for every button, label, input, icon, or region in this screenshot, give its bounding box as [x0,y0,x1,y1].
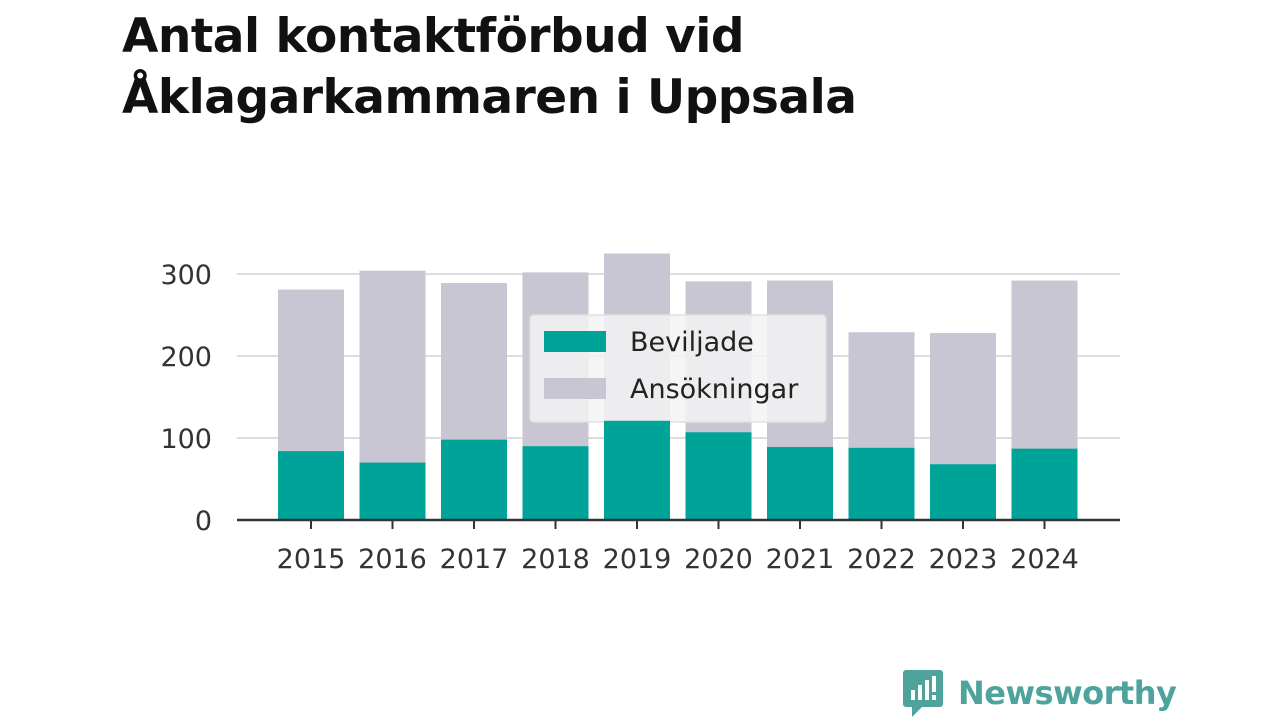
legend-swatch-beviljade [544,331,606,352]
legend-swatch-ansokningar [544,378,606,399]
newsworthy-logo: Newsworthy [902,668,1177,718]
bar-beviljade-2017 [441,439,507,520]
legend-label-beviljade: Beviljade [630,327,754,358]
x-tick-label: 2015 [277,544,346,575]
brand-name: Newsworthy [958,674,1177,712]
bar-beviljade-2020 [685,432,752,520]
bar-beviljade-2023 [930,464,996,520]
bar-beviljade-2018 [522,446,589,520]
bar-beviljade-2022 [848,447,915,520]
y-tick-label: 200 [160,342,212,373]
x-tick-label: 2017 [440,544,509,575]
x-tick-label: 2016 [358,544,427,575]
x-tick-label: 2018 [521,544,590,575]
x-tick-label: 2021 [766,544,835,575]
x-tick-label: 2022 [847,544,916,575]
legend-label-ansokningar: Ansökningar [630,374,799,405]
newsworthy-chart-bubble-icon [903,670,943,717]
bar-beviljade-2019 [604,420,670,520]
x-tick-label: 2024 [1010,544,1079,575]
y-tick-label: 100 [160,424,212,455]
x-tick-label: 2023 [929,544,998,575]
y-tick-label: 0 [195,506,212,537]
bar-beviljade-2021 [767,447,833,520]
bar-beviljade-2015 [278,451,344,520]
x-tick-label: 2020 [684,544,753,575]
x-tick-label: 2019 [603,544,672,575]
bar-beviljade-2024 [1011,448,1078,520]
y-tick-label: 300 [160,260,212,291]
bar-beviljade-2016 [359,462,426,520]
chart-title: Antal kontaktförbud vid Åklagarkammaren … [122,9,857,125]
